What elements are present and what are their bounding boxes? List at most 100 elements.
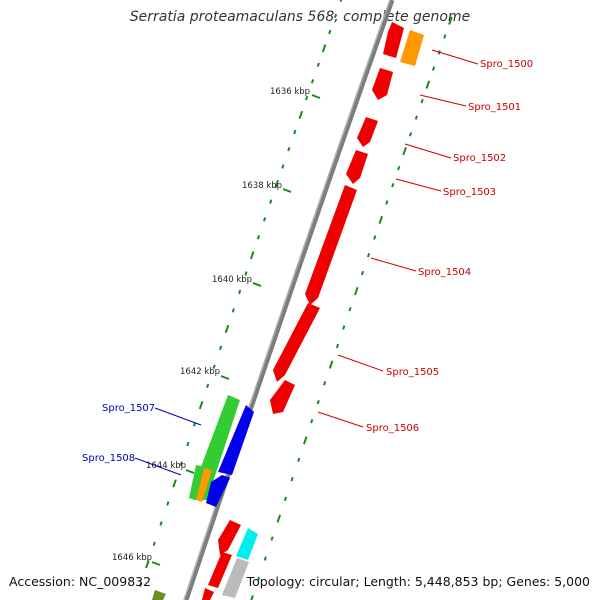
tick-inner [186,441,190,447]
tick-outer [342,325,346,330]
tick-inner [274,179,280,189]
reverse-strand-genes [152,395,258,600]
gene-spro-1508-blue[interactable] [206,475,230,507]
label-spro-1503[interactable]: Spro_1503 [443,187,496,198]
tick-outer [366,252,371,258]
gene-gray[interactable] [222,558,249,598]
genome-summary-text: Topology: circular; Length: 5,448,853 bp… [246,574,590,589]
gene-red-lower-3[interactable] [202,588,214,600]
tick-inner [298,110,304,120]
leader-spro-1507 [154,407,202,426]
scale-label-1642: 1642 kbp [180,367,220,377]
tick-outer [276,514,282,523]
tick-outer [250,595,254,600]
label-spro-1501[interactable]: Spro_1501 [468,102,521,113]
tick-outer [402,147,407,156]
gene-spro-1506[interactable] [270,380,295,414]
tick-inner [249,251,255,260]
tick-outer [385,200,389,205]
tick-inner [172,479,177,488]
scale-label-1636: 1636 kbp [270,87,310,97]
gene-red-lower-1[interactable] [218,520,241,555]
forward-strand-genes [270,22,424,414]
scale-tick-1638 [282,188,292,193]
scale-label-1640: 1640 kbp [212,275,252,285]
tick-outer [397,165,401,171]
gene-spro-1508-green[interactable] [189,465,204,500]
tick-outer [303,436,308,445]
label-spro-1500[interactable]: Spro_1500 [480,59,533,70]
tick-outer [323,381,327,386]
tick-inner [287,146,291,152]
scale-tick-1640 [252,282,262,287]
gene-cyan[interactable] [236,528,258,560]
scale-label-1638: 1638 kbp [242,181,282,191]
label-spro-1504[interactable]: Spro_1504 [418,267,471,278]
gene-spro-1507-blue[interactable] [218,405,254,475]
tick-inner [159,521,163,526]
tick-outer [448,16,453,25]
tick-inner [206,383,210,389]
leader-spro-1506 [317,411,364,428]
tick-inner [328,29,332,35]
tick-outer [290,476,294,482]
tick-outer [263,556,267,561]
scale-label-1646: 1646 kbp [112,553,152,563]
tick-inner [244,271,248,276]
tick-inner [333,13,338,19]
gene-spro-1500-orange[interactable] [400,30,424,66]
tick-outer [354,286,359,296]
gene-labels: Spro_1500 Spro_1501 Spro_1502 Spro_1503 … [82,49,533,476]
tick-outer [328,360,334,369]
gene-red-lower-2[interactable] [208,552,232,588]
tick-inner [224,324,230,334]
tick-inner [281,164,285,169]
label-spro-1508[interactable]: Spro_1508 [82,453,135,464]
tick-inner [293,129,297,135]
leader-spro-1501 [419,94,467,107]
gene-spro-1508-orange[interactable] [196,468,212,502]
label-spro-1502[interactable]: Spro_1502 [453,153,506,164]
tick-inner [316,62,320,67]
gene-spro-1502[interactable] [357,117,378,147]
gene-spro-1504[interactable] [305,185,357,305]
tick-inner [321,44,327,53]
tick-outer [373,235,377,240]
tick-outer [256,576,261,582]
tick-inner [138,582,143,587]
leader-spro-1503 [395,178,442,192]
leader-spro-1508 [134,457,182,476]
tick-outer [283,496,288,502]
tick-inner [166,501,170,506]
tick-outer [420,98,424,104]
tick-inner [145,560,150,569]
scale-label-1644: 1644 kbp [146,461,186,471]
scale-tick-1642 [220,375,230,380]
tick-inner [198,400,204,410]
scale-tick-1636 [311,94,321,99]
gene-spro-1501[interactable] [372,68,393,100]
accession-text: Accession: NC_009832 [9,574,152,589]
tick-inner [152,541,156,547]
gene-spro-1505[interactable] [273,303,320,382]
label-spro-1505[interactable]: Spro_1505 [386,367,439,378]
tick-outer [408,132,413,137]
tick-outer [431,66,436,71]
tick-outer [414,115,418,120]
leader-spro-1505 [337,354,384,372]
label-spro-1506[interactable]: Spro_1506 [366,423,419,434]
gene-spro-1503[interactable] [346,150,368,184]
tick-inner [305,95,309,101]
tick-outer [310,418,314,424]
gene-olive[interactable] [152,590,166,600]
tick-outer [348,306,352,312]
tick-outer [270,536,274,541]
tick-inner [218,345,223,351]
leader-spro-1504 [370,257,417,272]
tick-inner [179,461,183,466]
label-spro-1507[interactable]: Spro_1507 [102,403,155,414]
gene-spro-1500-red[interactable] [383,22,404,58]
scale-tick-1644 [185,469,195,474]
tick-inner [212,364,216,369]
tick-inner [269,199,273,204]
